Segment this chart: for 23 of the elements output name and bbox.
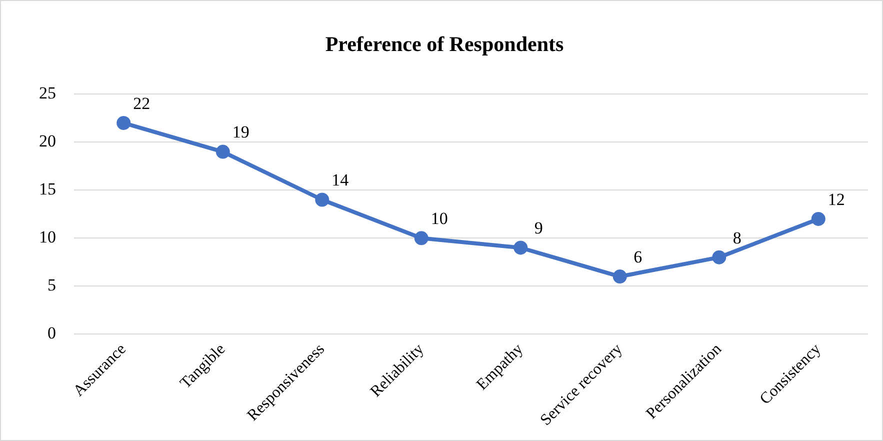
- chart-title: Preference of Respondents: [325, 32, 564, 56]
- y-tick-label: 5: [48, 276, 56, 295]
- point: [712, 250, 726, 264]
- y-tick-label: 10: [39, 228, 56, 247]
- y-tick-label: 0: [48, 324, 56, 343]
- data-label: 22: [133, 94, 150, 113]
- point: [116, 116, 131, 130]
- point: [315, 192, 330, 207]
- y-tick-label: 20: [39, 132, 56, 151]
- point: [612, 270, 627, 284]
- point: [514, 240, 528, 255]
- data-label: 14: [332, 170, 350, 190]
- data-label: 8: [732, 228, 742, 248]
- data-label: 19: [232, 122, 250, 142]
- y-tick-label: 25: [39, 84, 56, 103]
- point: [216, 144, 230, 159]
- y-tick-label: 15: [39, 180, 56, 199]
- data-label: 10: [430, 209, 448, 228]
- data-label: 9: [534, 218, 543, 238]
- point: [414, 231, 428, 246]
- data-label: 6: [634, 247, 642, 266]
- data-label: 12: [828, 190, 845, 209]
- point: [811, 212, 826, 226]
